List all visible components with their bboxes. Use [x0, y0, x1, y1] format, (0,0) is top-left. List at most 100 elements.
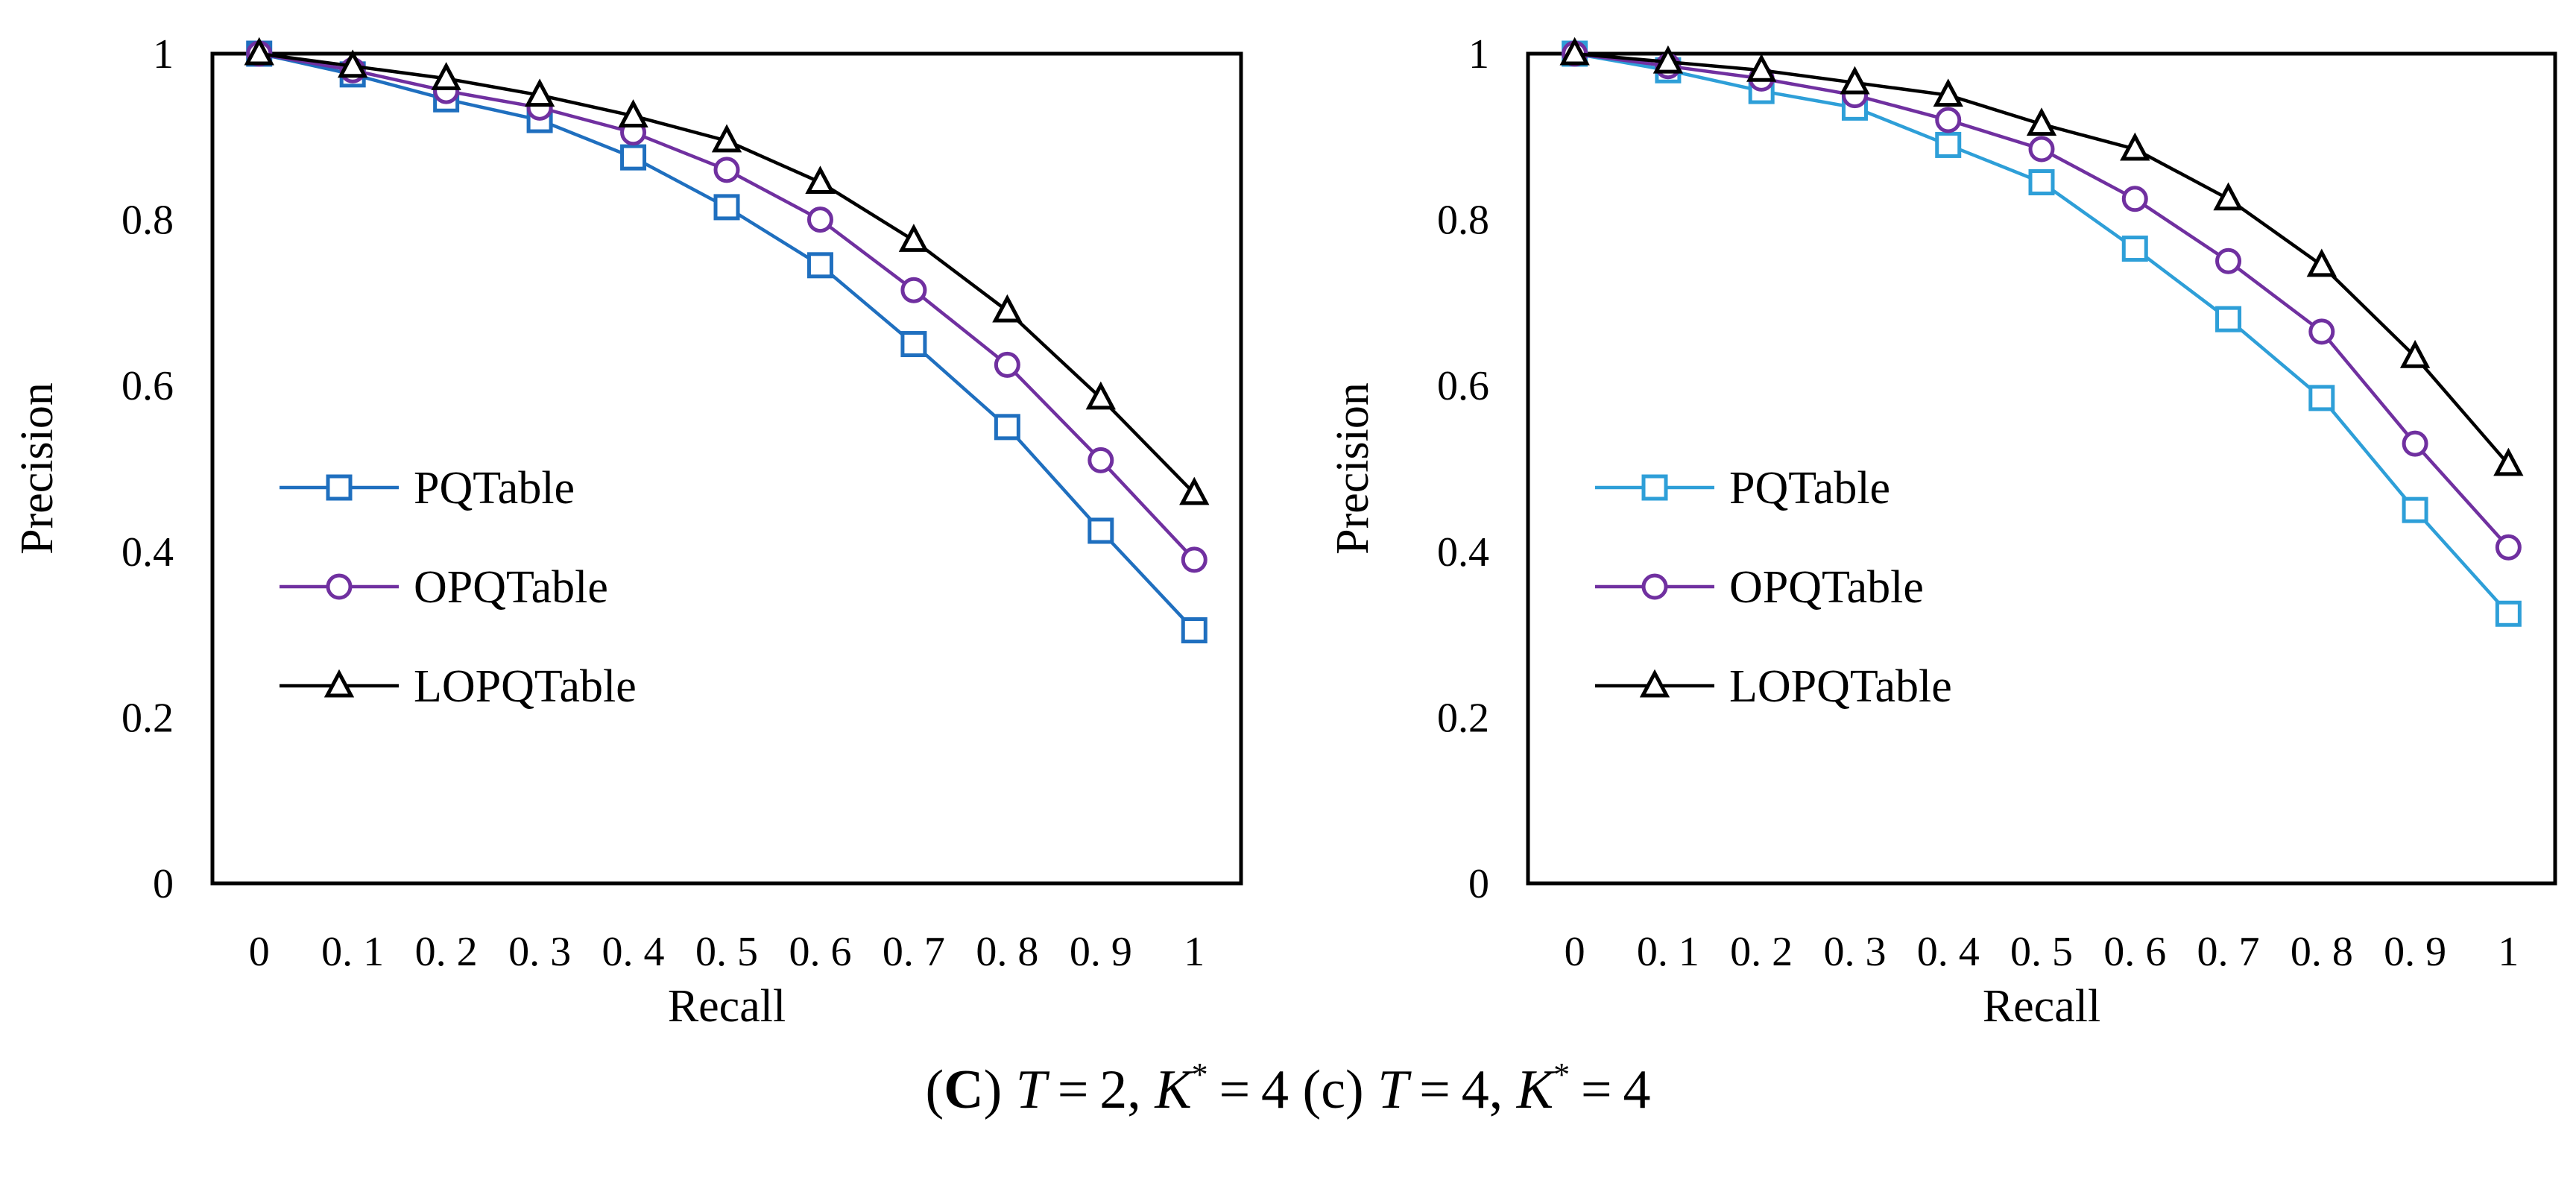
figure-caption: (C) T = 2, K* = 4 (c) T = 4, K* = 4: [925, 1056, 1651, 1121]
data-point-pqtable: [2215, 306, 2242, 332]
data-point-pqtable: [994, 414, 1020, 441]
y-tick-label: 0.8: [121, 198, 174, 244]
data-point-pqtable: [620, 144, 647, 171]
legend-marker-lopqtable: [323, 669, 355, 698]
plot-area-frame: [1526, 51, 2557, 886]
x-tick-label: 0. 4: [602, 929, 665, 975]
data-point-pqtable: [2028, 169, 2055, 196]
data-point-lopqtable: [805, 165, 836, 195]
data-point-lopqtable: [2026, 107, 2057, 136]
x-tick-label: 0: [1565, 929, 1585, 975]
data-point-lopqtable: [618, 99, 648, 127]
data-point-opqtable: [2215, 247, 2242, 274]
x-tick-label: 0. 4: [1917, 929, 1980, 975]
data-point-opqtable: [713, 157, 740, 183]
x-tick-label: 0. 1: [1637, 929, 1699, 975]
data-point-pqtable: [806, 252, 833, 279]
legend-label-opqtable: OPQTable: [1729, 562, 1924, 613]
data-point-opqtable: [2495, 534, 2522, 561]
data-point-lopqtable: [338, 49, 368, 78]
legend-marker-lopqtable: [1639, 669, 1670, 698]
chart-2: 0 0.2 0.4 0.6 0.8 1 0 0. 1 0. 2 0. 3 0. 4 0. 5 0. 6 0…: [1328, 31, 2557, 1032]
x-tick-label: 0. 9: [1070, 929, 1132, 975]
y-tick-label: 0.4: [1437, 529, 1489, 575]
x-tick-label: 0. 3: [508, 929, 571, 975]
x-tick-label: 0. 5: [695, 929, 758, 975]
data-point-lopqtable: [1933, 78, 1963, 107]
data-point-pqtable: [900, 331, 927, 358]
data-point-lopqtable: [1085, 381, 1116, 410]
plot-area-frame: [210, 51, 1243, 886]
data-point-opqtable: [1181, 546, 1208, 573]
data-point-lopqtable: [2399, 339, 2431, 368]
data-point-opqtable: [806, 206, 833, 233]
y-tick-label: 1: [153, 31, 174, 78]
legend-label-pqtable: PQTable: [414, 463, 575, 514]
data-point-pqtable: [1087, 517, 1114, 544]
x-tick-label: 0. 2: [1730, 929, 1793, 975]
data-point-lopqtable: [431, 62, 461, 90]
data-point-lopqtable: [1840, 66, 1870, 95]
data-point-pqtable: [1935, 131, 1962, 158]
legend-label-opqtable: OPQTable: [414, 562, 608, 613]
y-tick-label: 1: [1468, 31, 1489, 78]
x-tick-label: 0. 5: [2010, 929, 2073, 975]
caption-letter-a: C: [944, 1059, 984, 1120]
x-tick-label: 0: [249, 929, 270, 975]
legend-marker-pqtable: [1641, 474, 1668, 501]
y-tick-label: 0.2: [1437, 695, 1489, 741]
data-point-pqtable: [1181, 617, 1208, 644]
y-tick-label: 0.6: [121, 363, 174, 409]
series-line-lopqtable: [259, 51, 1196, 495]
x-tick-label: 0. 6: [789, 929, 851, 975]
x-tick-label: 0. 1: [321, 929, 384, 975]
x-tick-label: 0. 8: [976, 929, 1038, 975]
data-point-opqtable: [2121, 186, 2148, 212]
y-axis-title: Precision: [1328, 382, 1378, 555]
data-point-lopqtable: [992, 294, 1023, 323]
data-point-lopqtable: [898, 224, 929, 252]
data-point-lopqtable: [2213, 182, 2244, 211]
data-point-lopqtable: [2493, 447, 2524, 476]
legend-label-lopqtable: LOPQTable: [414, 661, 637, 712]
legend-marker-pqtable: [326, 474, 353, 501]
data-point-pqtable: [2121, 236, 2148, 262]
figure-canvas: 0 0.2 0.4 0.6 0.8 1 0 0. 1 0. 2 0. 3 0. 4 0. 5 0. 6 0…: [12, 31, 2557, 1032]
y-tick-label: 0.8: [1437, 198, 1489, 244]
legend-label-lopqtable: LOPQTable: [1729, 661, 1952, 712]
x-axis-title: Recall: [668, 981, 786, 1032]
legend-label-pqtable: PQTable: [1729, 463, 1890, 514]
x-tick-label: 0. 6: [2103, 929, 2166, 975]
data-point-opqtable: [2402, 430, 2428, 457]
y-axis-title: Precision: [12, 382, 63, 555]
x-tick-label: 1: [1184, 929, 1205, 975]
chart-1: 0 0.2 0.4 0.6 0.8 1 0 0. 1 0. 2 0. 3 0. 4 0. 5 0. 6 0…: [12, 31, 1243, 1032]
data-point-opqtable: [2028, 136, 2055, 163]
data-point-opqtable: [1935, 107, 1962, 133]
data-point-lopqtable: [2306, 248, 2337, 277]
caption-letter-b: c: [1321, 1059, 1346, 1120]
y-tick-label: 0.2: [121, 695, 174, 741]
y-tick-label: 0: [153, 861, 174, 907]
data-point-lopqtable: [524, 78, 555, 107]
legend-marker-opqtable: [1641, 573, 1668, 600]
data-point-pqtable: [2495, 600, 2522, 627]
y-tick-label: 0.6: [1437, 363, 1489, 409]
data-point-opqtable: [900, 277, 927, 303]
data-point-lopqtable: [711, 124, 742, 153]
y-tick-label: 0.4: [121, 529, 174, 575]
data-point-lopqtable: [1652, 45, 1684, 74]
x-tick-label: 0. 8: [2291, 929, 2353, 975]
x-tick-label: 0. 9: [2384, 929, 2446, 975]
data-point-pqtable: [2402, 496, 2428, 523]
data-point-lopqtable: [244, 37, 274, 66]
data-point-opqtable: [2308, 318, 2335, 345]
y-tick-label: 0: [1468, 861, 1489, 907]
x-tick-label: 0. 3: [1823, 929, 1886, 975]
data-point-opqtable: [994, 351, 1020, 378]
x-tick-label: 1: [2498, 929, 2519, 975]
x-tick-label: 0. 7: [883, 929, 945, 975]
legend-marker-opqtable: [326, 573, 353, 600]
data-point-lopqtable: [1179, 476, 1210, 505]
data-point-pqtable: [2308, 385, 2335, 411]
